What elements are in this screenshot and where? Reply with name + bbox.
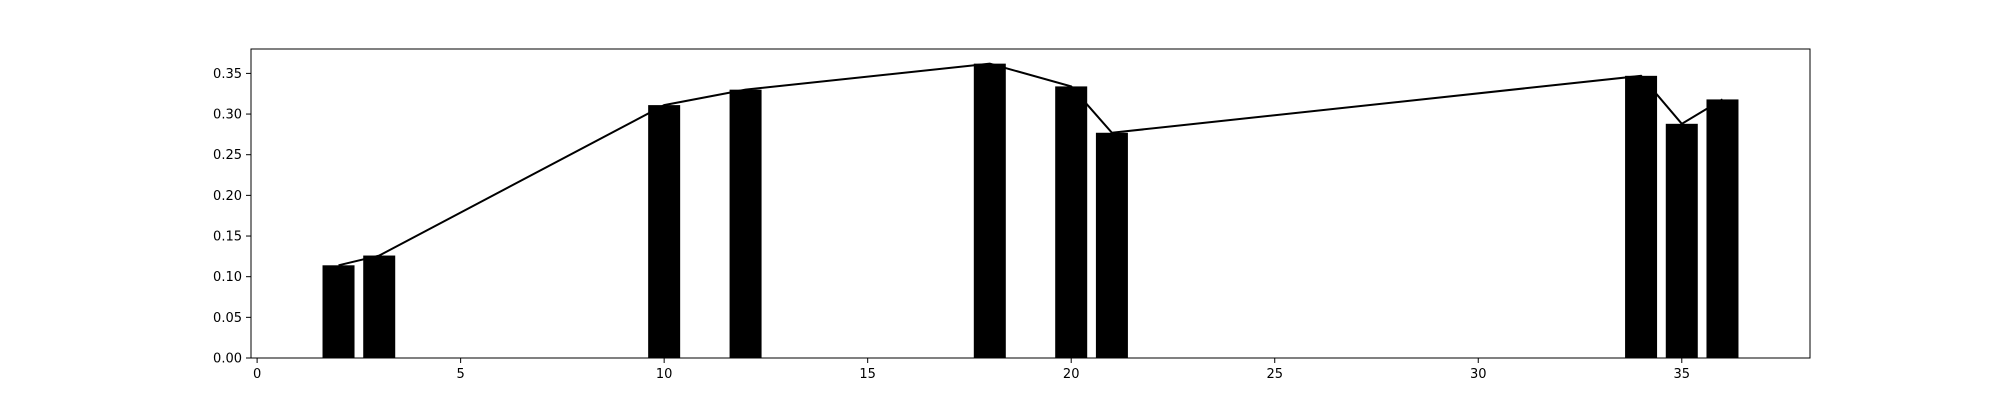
y-tick-label-3: 0.15 <box>213 230 242 245</box>
plot-frame <box>250 48 1811 359</box>
y-tick-label-7: 0.35 <box>213 67 242 82</box>
bar-3 <box>729 89 762 358</box>
x-tick-label-7: 35 <box>1674 367 1691 382</box>
x-tick-label-1: 5 <box>456 367 464 382</box>
y-tick-label-6: 0.30 <box>213 108 242 123</box>
bar-9 <box>1706 99 1739 359</box>
y-tick-label-2: 0.10 <box>213 270 242 285</box>
bar-8 <box>1665 123 1698 358</box>
y-tick-label-5: 0.25 <box>213 148 242 163</box>
x-tick-label-0: 0 <box>253 367 261 382</box>
bar-0 <box>322 265 355 358</box>
y-tick-label-4: 0.20 <box>213 189 242 204</box>
x-axis: 0 5 10 15 20 25 30 35 <box>253 358 1690 382</box>
bar-6 <box>1095 132 1128 358</box>
y-tick-label-1: 0.05 <box>213 311 242 326</box>
bar-5 <box>1055 86 1088 358</box>
bar-2 <box>648 105 681 358</box>
x-tick-label-5: 25 <box>1266 367 1283 382</box>
y-tick-label-0: 0.00 <box>213 352 242 367</box>
bar-4 <box>973 63 1006 358</box>
bar-1 <box>363 255 396 358</box>
y-axis: 0.00 0.05 0.10 0.15 0.20 0.25 0.30 0.35 <box>213 67 251 367</box>
series-line <box>338 62 1723 267</box>
x-tick-label-2: 10 <box>656 367 673 382</box>
bars-layer <box>322 63 1739 359</box>
bar-7 <box>1625 75 1658 358</box>
line-layer <box>338 62 1723 267</box>
x-tick-label-6: 30 <box>1470 367 1487 382</box>
x-tick-label-3: 15 <box>859 367 876 382</box>
x-tick-label-4: 20 <box>1063 367 1080 382</box>
